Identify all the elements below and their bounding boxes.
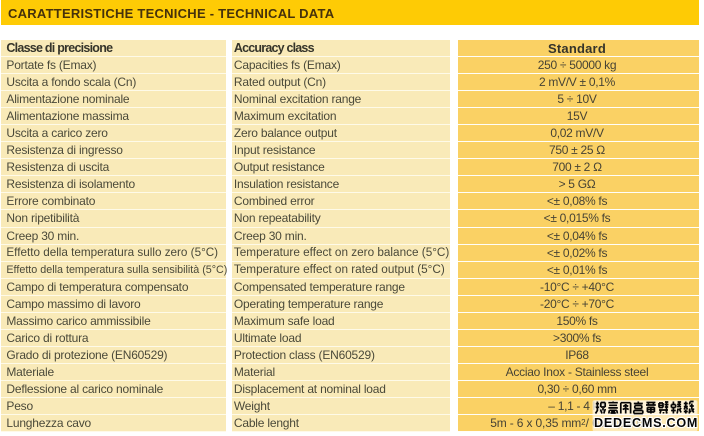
svg-text:DEDECMS.COM: DEDECMS.COM: [594, 416, 698, 430]
